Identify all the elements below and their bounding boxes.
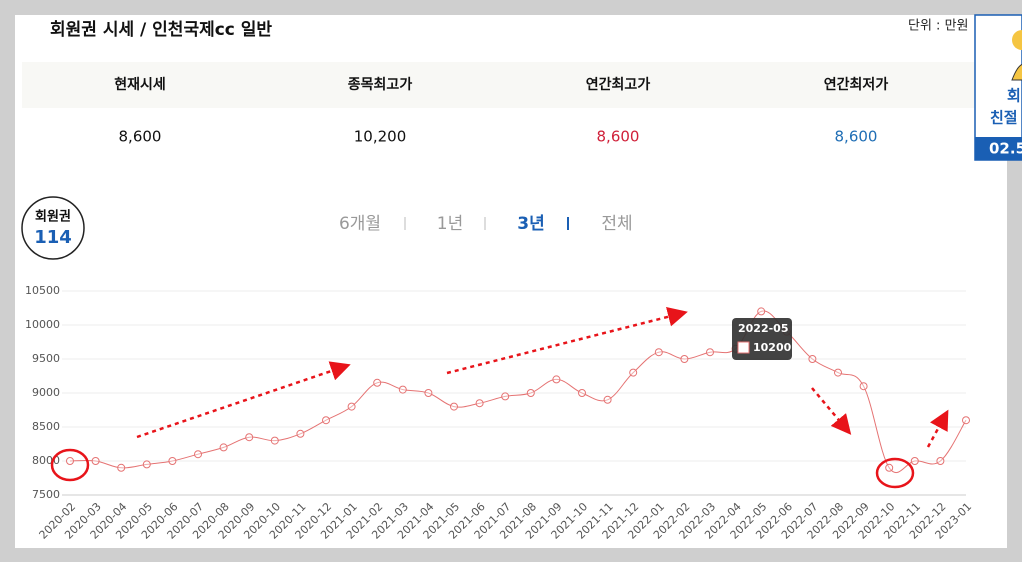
table-header: 연간최저가: [824, 76, 889, 93]
point: [936, 457, 945, 465]
tabs: 6개월 1년 3년 전체: [339, 214, 633, 234]
point: [885, 463, 894, 472]
point: [910, 457, 919, 465]
side-text: 02.5: [989, 140, 1022, 158]
side-ad: 회 친절 02.5: [974, 14, 1022, 161]
point: [270, 436, 279, 445]
tooltip: 2022-05 10200: [732, 318, 792, 360]
point: [962, 416, 970, 425]
point: [552, 375, 561, 384]
logo-top: 회원권: [35, 209, 71, 225]
point: [603, 395, 612, 404]
point: [168, 457, 177, 465]
table-cell: 8,600: [119, 128, 162, 146]
point: [757, 307, 766, 316]
point: [117, 463, 126, 472]
unit: 단위 : 만원: [908, 19, 969, 34]
side-text: 회: [1007, 87, 1021, 105]
point: [245, 433, 254, 442]
point: [629, 368, 638, 377]
point: [194, 450, 202, 459]
point: [578, 389, 586, 397]
point: [706, 348, 714, 357]
logo: 회원권 114: [21, 196, 85, 260]
tab-active[interactable]: 3년: [517, 214, 544, 234]
tab[interactable]: 1년: [437, 214, 463, 234]
point: [91, 457, 100, 465]
point: [526, 389, 535, 397]
y-tick-label: 9500: [32, 352, 60, 365]
point: [66, 457, 74, 465]
point: [142, 460, 151, 469]
point: [475, 399, 484, 408]
point: [834, 368, 842, 377]
y-tick-label: 7500: [32, 488, 60, 501]
point: [808, 355, 817, 363]
y-tick-label: 10000: [25, 318, 60, 331]
y-tick-label: 9000: [32, 386, 60, 399]
point: [296, 429, 305, 438]
y-tick-label: 10500: [25, 284, 60, 297]
price-table: 현재시세 종목최고가 연간최고가 연간최저가 8,600 10,200 8,600 8,600: [114, 76, 888, 146]
table-header: 종목최고가: [348, 77, 413, 93]
point: [424, 389, 433, 397]
point: [398, 385, 407, 394]
point: [450, 402, 458, 411]
tab[interactable]: 전체: [601, 214, 632, 234]
tooltip-label: 2022-05: [738, 322, 789, 335]
table-header: 현재시세: [114, 77, 166, 93]
point: [322, 416, 330, 425]
point: [501, 392, 510, 401]
logo-bottom: 114: [34, 227, 72, 248]
point: [219, 443, 228, 452]
table-cell: 8,600: [597, 128, 640, 146]
price-line: [69, 310, 967, 474]
table-cell: 8,600: [835, 128, 878, 146]
point: [680, 355, 689, 363]
tooltip-value: 10200: [753, 341, 792, 354]
point: [373, 378, 382, 387]
tab[interactable]: 6개월: [339, 214, 381, 234]
point: [654, 348, 663, 357]
side-text: 친절: [990, 109, 1018, 127]
table-header-bg: [22, 62, 1007, 108]
table-cell: 10,200: [354, 128, 407, 146]
title: 회원권 시세 / 인천국제cc 일반: [50, 20, 272, 40]
point: [859, 382, 868, 391]
point: [347, 402, 356, 411]
y-tick-label: 8500: [32, 420, 60, 433]
table-header: 연간최고가: [586, 76, 651, 93]
annotations: [50, 307, 949, 489]
